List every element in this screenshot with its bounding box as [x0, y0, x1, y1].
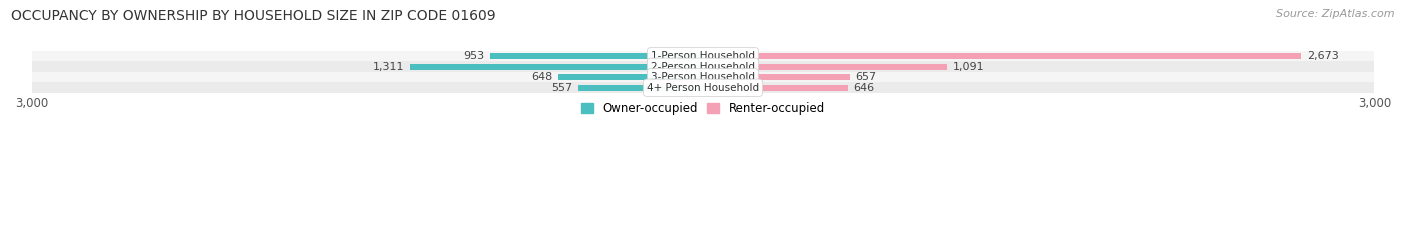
Text: Source: ZipAtlas.com: Source: ZipAtlas.com — [1277, 9, 1395, 19]
Legend: Owner-occupied, Renter-occupied: Owner-occupied, Renter-occupied — [581, 103, 825, 116]
Text: 646: 646 — [853, 83, 875, 93]
Bar — [31, 82, 1375, 93]
Text: 3-Person Household: 3-Person Household — [651, 72, 755, 82]
Bar — [578, 85, 703, 91]
Text: 657: 657 — [856, 72, 877, 82]
Text: 648: 648 — [531, 72, 553, 82]
Bar — [703, 53, 1301, 59]
Text: 953: 953 — [463, 51, 484, 61]
Text: 1,091: 1,091 — [953, 62, 984, 72]
Bar — [31, 51, 1375, 62]
Bar — [31, 62, 1375, 72]
Bar — [558, 74, 703, 80]
Text: 4+ Person Household: 4+ Person Household — [647, 83, 759, 93]
Text: 2,673: 2,673 — [1306, 51, 1339, 61]
Bar — [703, 85, 848, 91]
Bar — [703, 74, 851, 80]
Bar — [489, 53, 703, 59]
Text: 557: 557 — [551, 83, 572, 93]
Bar — [703, 64, 948, 70]
Bar — [31, 72, 1375, 82]
Text: OCCUPANCY BY OWNERSHIP BY HOUSEHOLD SIZE IN ZIP CODE 01609: OCCUPANCY BY OWNERSHIP BY HOUSEHOLD SIZE… — [11, 9, 496, 23]
Text: 1,311: 1,311 — [373, 62, 404, 72]
Text: 1-Person Household: 1-Person Household — [651, 51, 755, 61]
Text: 2-Person Household: 2-Person Household — [651, 62, 755, 72]
Bar — [409, 64, 703, 70]
